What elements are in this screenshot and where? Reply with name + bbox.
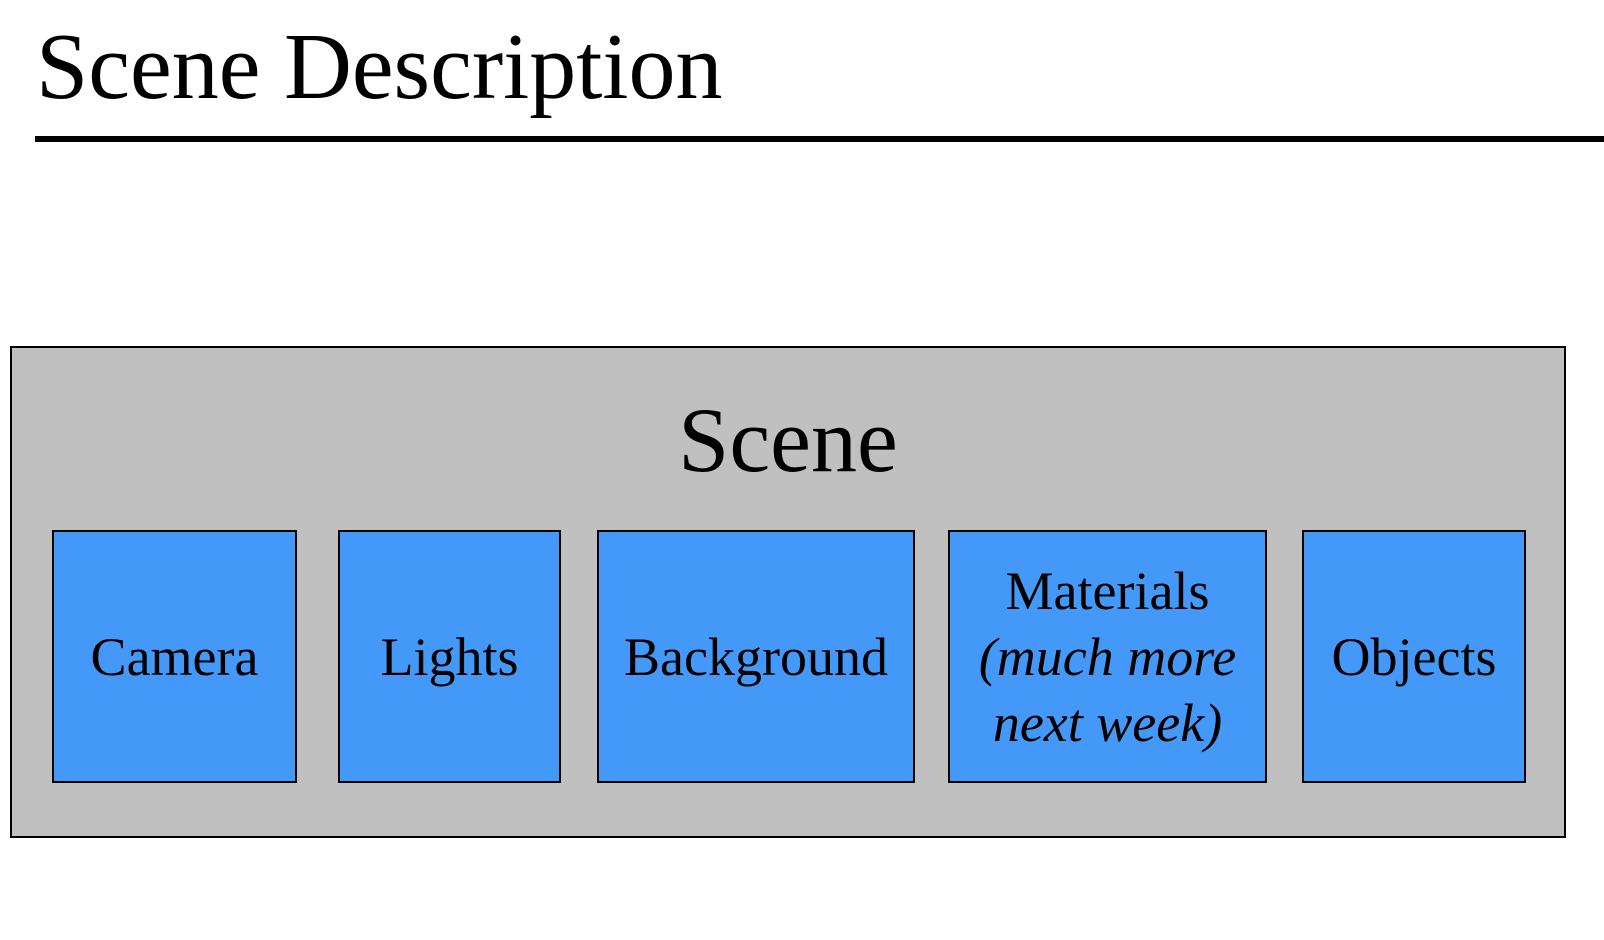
objects-label: Objects [1331, 626, 1497, 687]
materials-note-line-1: (much more [978, 626, 1237, 687]
objects-box: Objects [1302, 530, 1526, 783]
lights-label: Lights [380, 626, 519, 687]
scene-label: Scene [678, 389, 898, 491]
title-underline-rule [35, 136, 1604, 142]
camera-box: Camera [52, 530, 297, 783]
scene-container: Scene Camera Lights Background Materials… [10, 346, 1566, 838]
camera-label: Camera [90, 626, 259, 687]
materials-note-line-2: next week) [992, 692, 1223, 753]
materials-box: Materials (much more next week) [948, 530, 1267, 783]
materials-label: Materials [1005, 560, 1210, 621]
lights-box: Lights [338, 530, 561, 783]
background-box: Background [597, 530, 915, 783]
slide-title: Scene Description [36, 15, 723, 119]
background-label: Background [624, 626, 888, 687]
